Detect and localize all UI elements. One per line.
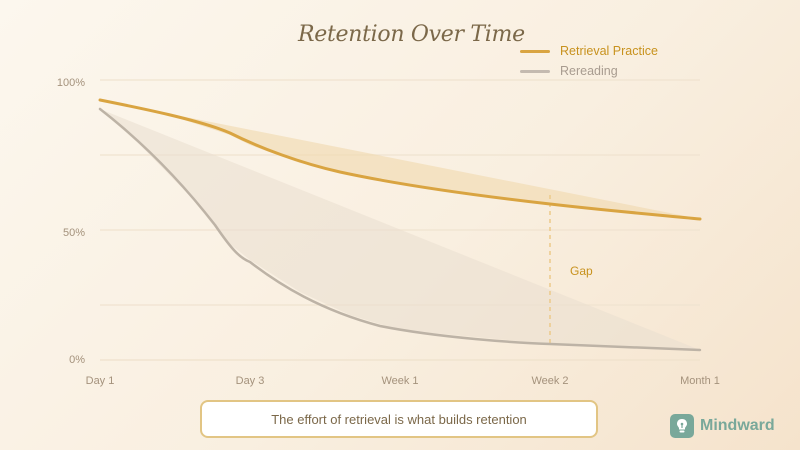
- lightbulb-icon: [670, 414, 694, 438]
- caption-box: The effort of retrieval is what builds r…: [200, 400, 598, 438]
- x-tick-month1: Month 1: [680, 375, 720, 387]
- rereading-gap-fill: [100, 109, 700, 350]
- caption-text: The effort of retrieval is what builds r…: [271, 411, 527, 427]
- gap-annotation: Gap: [570, 264, 593, 278]
- chart-title: Retention Over Time: [298, 22, 525, 47]
- x-tick-week2: Week 2: [531, 375, 569, 387]
- y-tick-50: 50%: [62, 227, 85, 239]
- x-tick-week1: Week 1: [381, 375, 419, 387]
- legend-item-rereading: Rereading: [520, 61, 658, 81]
- legend-swatch-rereading: [520, 69, 550, 73]
- legend-label-retrieval: Retrieval Practice: [560, 44, 658, 58]
- y-tick-0: 0%: [69, 354, 85, 366]
- legend-item-retrieval: Retrieval Practice: [520, 41, 658, 61]
- x-tick-day1: Day 1: [85, 375, 115, 387]
- y-tick-100: 100%: [56, 77, 85, 89]
- legend-label-rereading: Rereading: [560, 64, 618, 78]
- legend-swatch-retrieval: [520, 49, 550, 53]
- x-tick-day3: Day 3: [235, 375, 265, 387]
- chart-legend: Retrieval Practice Rereading: [520, 41, 658, 81]
- retrieval-practice-line: [98, 98, 702, 221]
- brand-name: Mindward: [700, 417, 775, 434]
- rereading-line: [98, 107, 702, 352]
- brand-logo: Mindward: [670, 414, 775, 438]
- retrieval-gap-fill: [100, 100, 700, 219]
